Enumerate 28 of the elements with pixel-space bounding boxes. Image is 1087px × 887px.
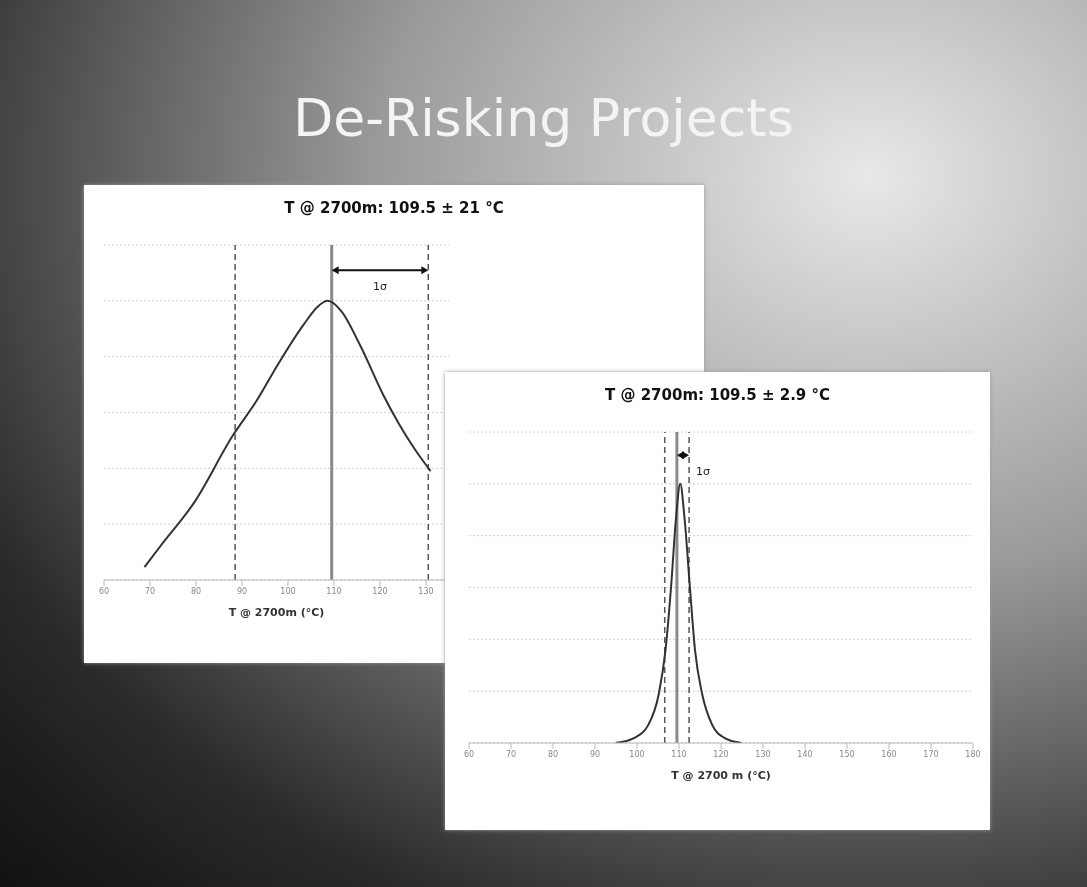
x-tick-label: 60 [98,586,110,596]
text: 1σ [696,465,711,479]
x-tick-label: 80 [190,586,202,596]
x-tick-label: 110 [671,749,687,759]
x-tick-label: 170 [923,749,939,759]
x-axis-title: T @ 2700m (°C) [228,606,325,619]
x-tick-label: 70 [505,749,517,759]
x-tick-label: 100 [280,586,296,596]
chart-title: T @ 2700m: 109.5 ± 21 °C [283,199,505,217]
x-tick-label: 90 [236,586,248,596]
x-tick-label: 70 [144,586,156,596]
x-tick-label: 60 [463,749,475,759]
x-tick-label: 150 [839,749,855,759]
text: De-Risking Projects [292,88,795,148]
x-tick-label: 130 [418,586,434,596]
x-tick-label: 90 [589,749,601,759]
x-tick-label: 180 [965,749,981,759]
x-tick-label: 160 [881,749,897,759]
x-axis-title: T @ 2700 m (°C) [671,769,771,782]
x-tick-label: 130 [755,749,771,759]
x-tick-label: 110 [326,586,342,596]
x-tick-label: 80 [547,749,559,759]
x-tick-label: 100 [629,749,645,759]
text: 1σ [373,280,388,294]
x-tick-label: 120 [372,586,388,596]
x-tick-label: 140 [797,749,813,759]
chart-title: T @ 2700m: 109.5 ± 2.9 °C [603,386,831,404]
x-tick-label: 120 [713,749,729,759]
